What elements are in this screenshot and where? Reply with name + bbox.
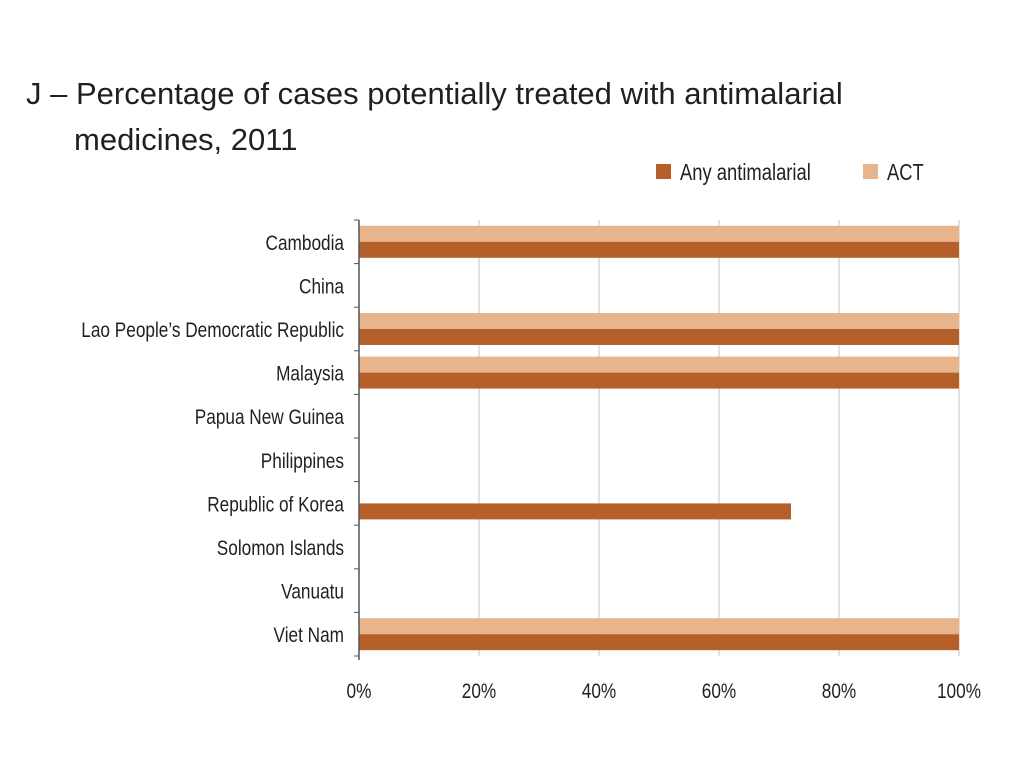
category-label-malaysia: Malaysia [276,363,344,386]
bar-any-antimalarial-viet-nam [359,634,959,651]
category-label-republic-of-korea: Republic of Korea [207,494,344,517]
x-tick-label-80pct: 80% [822,681,856,704]
grid-lines [478,220,960,656]
legend-swatch-act [863,164,878,179]
bar-any-antimalarial-malaysia [359,372,959,389]
bar-any-antimalarial-lao-people-s-democratic-republic [359,329,959,345]
category-label-china: China [299,276,344,299]
legend-label-any-antimalarial: Any antimalarial [680,160,811,185]
category-label-philippines: Philippines [261,450,344,473]
category-label-papua-new-guinea: Papua New Guinea [195,407,345,430]
legend-swatch-any-antimalarial [656,164,671,179]
legend-label-act: ACT [887,160,924,185]
category-labels: Cambodia China Lao People’s Democratic Rep… [81,232,344,647]
category-label-lao-people-s-democratic-republic: Lao People’s Democratic Republic [81,320,344,343]
x-tick-label-60pct: 60% [702,681,736,704]
bar-act-lao-people-s-democratic-republic [359,313,959,329]
category-label-vanuatu: Vanuatu [281,581,344,604]
category-label-solomon-islands: Solomon Islands [217,538,344,561]
x-tick-label-40pct: 40% [582,681,616,704]
bar-act-malaysia [359,356,959,373]
bar-any-antimalarial-cambodia [359,241,959,258]
chart-title-line-2: medicines, 2011 [74,122,298,157]
x-tick-label-0pct: 0% [347,681,372,704]
bar-any-antimalarial-republic-of-korea [359,503,791,520]
x-tick-labels: 0% 20% 40% 60% 80% 100% [347,681,981,704]
bar-act-viet-nam [359,618,959,635]
x-tick-label-20pct: 20% [462,681,496,704]
category-label-cambodia: Cambodia [266,232,345,255]
bars [359,225,959,651]
x-tick-label-100pct: 100% [937,681,981,704]
bar-act-cambodia [359,225,959,242]
axes [354,219,360,660]
legend: Any antimalarial ACT [656,160,924,186]
category-label-viet-nam: Viet Nam [274,625,344,648]
chart-title-line-1: J – Percentage of cases potentially trea… [26,76,843,111]
